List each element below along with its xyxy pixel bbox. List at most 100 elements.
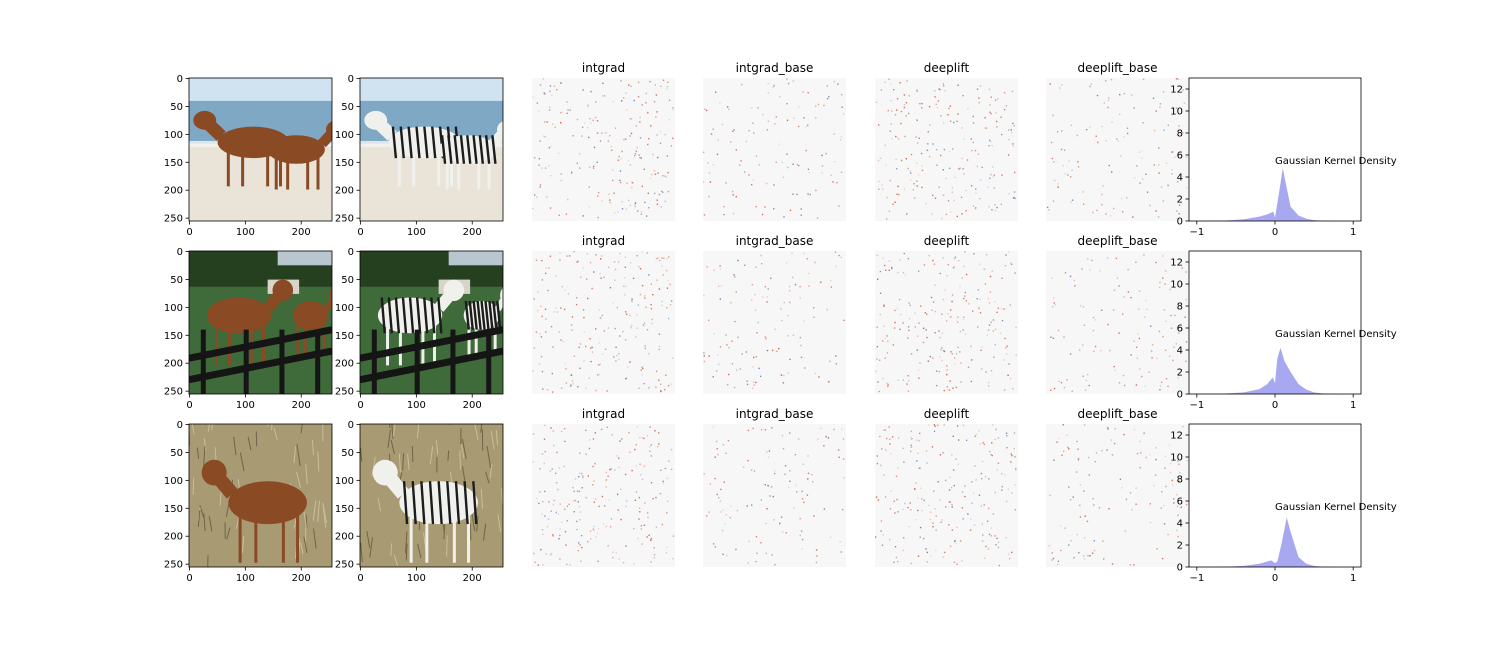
attribution-pixel <box>1140 452 1141 453</box>
sky <box>189 78 332 101</box>
x-tick-label: 200 <box>292 573 311 584</box>
attribution-pixel <box>1008 129 1009 130</box>
attribution-pixel <box>543 135 544 136</box>
attribution-pixel <box>1168 125 1169 126</box>
attribution-pixel <box>931 213 932 214</box>
attribution-pixel <box>964 251 965 252</box>
attribution-pixel <box>621 100 622 101</box>
attribution-pixel <box>896 476 897 477</box>
attribution-pixel <box>587 253 588 254</box>
attribution-pixel <box>942 333 943 334</box>
attribution-pixel <box>657 446 658 447</box>
attribution-pixel <box>1145 300 1146 301</box>
attribution-pixel <box>903 448 904 449</box>
attribution-pixel <box>657 257 658 258</box>
attribution-pixel <box>754 294 755 295</box>
attribution-pixel <box>1083 204 1084 205</box>
attribution-pixel <box>569 255 570 256</box>
attribution-panel-intgrad_base: intgrad_base <box>703 234 846 394</box>
attribution-pixel <box>546 267 547 268</box>
attribution-pixel <box>977 326 978 327</box>
y-tick-label: 0 <box>348 74 354 85</box>
attribution-pixel <box>965 190 966 191</box>
attribution-pixel <box>663 274 664 275</box>
attribution-pixel <box>960 381 961 382</box>
y-tick-label: 6 <box>1177 151 1183 162</box>
attribution-pixel <box>895 546 896 547</box>
attribution-pixel <box>934 264 935 265</box>
attribution-pixel <box>941 218 942 219</box>
attribution-pixel <box>642 285 643 286</box>
attribution-pixel <box>545 331 546 332</box>
attribution-pixel <box>576 304 577 305</box>
kde-annotation: Gaussian Kernel Density <box>1275 502 1397 513</box>
y-tick-label: 4 <box>1177 346 1183 357</box>
attribution-pixel <box>666 270 667 271</box>
attribution-pixel <box>752 388 753 389</box>
x-tick-label: 200 <box>292 400 311 411</box>
attribution-pixel <box>743 467 744 468</box>
attribution-pixel <box>828 96 829 97</box>
attribution-pixel <box>894 322 895 323</box>
attribution-pixel <box>1121 198 1122 199</box>
attribution-pixel <box>577 386 578 387</box>
attribution-pixel <box>971 138 972 139</box>
attribution-pixel <box>1161 507 1162 508</box>
attribution-pixel <box>984 117 985 118</box>
attribution-pixel <box>575 478 576 479</box>
attribution-pixel <box>559 467 560 468</box>
panel-title: deeplift_base <box>1078 407 1158 421</box>
attribution-pixel <box>720 500 721 501</box>
attribution-pixel <box>942 519 943 520</box>
attribution-pixel <box>936 385 937 386</box>
attribution-pixel <box>995 210 996 211</box>
attribution-pixel <box>592 351 593 352</box>
attribution-pixel <box>915 519 916 520</box>
attribution-panel-deeplift: deeplift <box>875 407 1018 567</box>
attribution-pixel <box>808 169 809 170</box>
attribution-pixel <box>998 437 999 438</box>
attribution-pixel <box>1141 376 1142 377</box>
attribution-pixel <box>1065 272 1066 273</box>
attribution-pixel <box>967 108 968 109</box>
attribution-pixel <box>533 553 534 554</box>
attribution-pixel <box>590 531 591 532</box>
attribution-pixel <box>768 457 769 458</box>
attribution-pixel <box>1111 171 1112 172</box>
attribution-pixel <box>895 136 896 137</box>
attribution-pixel <box>885 358 886 359</box>
attribution-pixel <box>783 177 784 178</box>
attribution-pixel <box>597 532 598 533</box>
attribution-pixel <box>781 517 782 518</box>
attribution-pixel <box>706 110 707 111</box>
attribution-pixel <box>589 377 590 378</box>
attribution-pixel <box>962 277 963 278</box>
attribution-pixel <box>885 270 886 271</box>
attribution-pixel <box>583 317 584 318</box>
attribution-pixel <box>1108 508 1109 509</box>
attribution-pixel <box>788 487 789 488</box>
attribution-pixel <box>1137 358 1138 359</box>
attribution-pixel <box>962 95 963 96</box>
attribution-pixel <box>642 543 643 544</box>
attribution-pixel <box>998 308 999 309</box>
attribution-pixel <box>937 107 938 108</box>
attribution-pixel <box>547 290 548 291</box>
attribution-pixel <box>948 313 949 314</box>
attribution-pixel <box>549 91 550 92</box>
attribution-pixel <box>552 346 553 347</box>
attribution-pixel <box>767 129 768 130</box>
attribution-pixel <box>938 100 939 101</box>
attribution-pixel <box>1169 356 1170 357</box>
attribution-pixel <box>952 294 953 295</box>
attribution-pixel <box>1158 164 1159 165</box>
attribution-pixel <box>882 258 883 259</box>
attribution-pixel <box>921 107 922 108</box>
attribution-pixel <box>934 426 935 427</box>
attribution-pixel <box>613 101 614 102</box>
attribution-pixel <box>641 367 642 368</box>
attribution-pixel <box>988 298 989 299</box>
attribution-pixel <box>658 172 659 173</box>
attribution-pixel <box>876 496 877 497</box>
attribution-pixel <box>757 107 758 108</box>
